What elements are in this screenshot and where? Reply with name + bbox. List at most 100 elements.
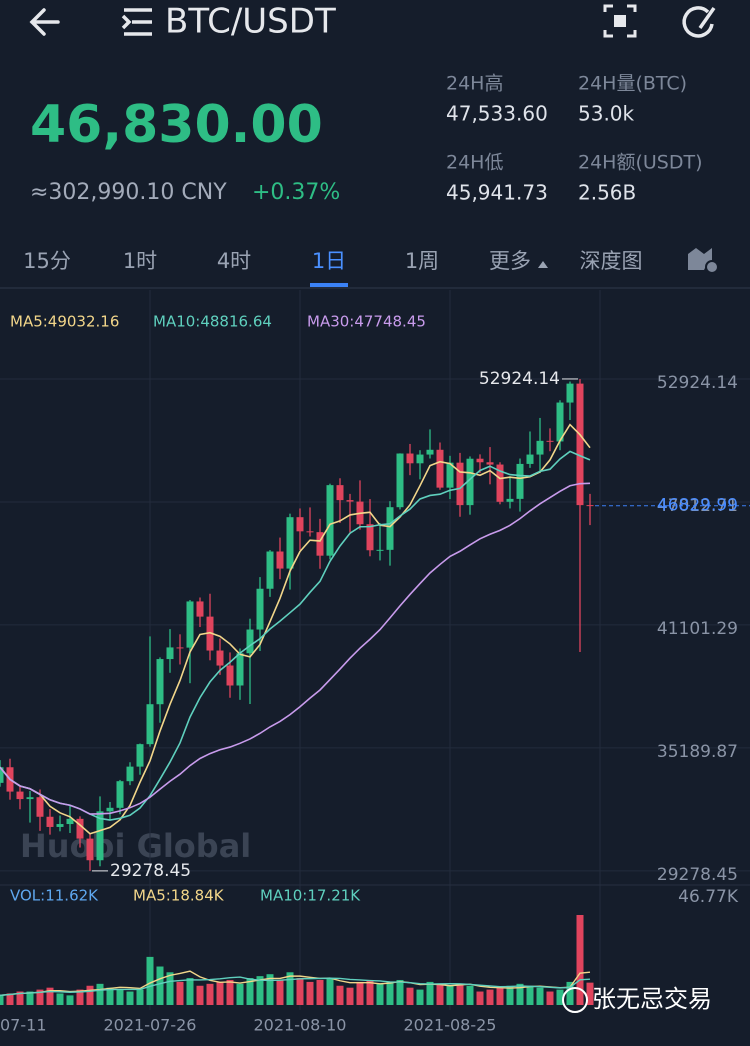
candle-body: [576, 383, 584, 506]
candle-body: [536, 440, 544, 455]
settings-icon[interactable]: [688, 248, 719, 274]
tab[interactable]: 15分: [23, 249, 71, 273]
candle-body: [516, 463, 524, 499]
candle-body: [446, 462, 454, 488]
volume-bar: [86, 985, 94, 1005]
volume-bar: [116, 989, 124, 1005]
ma-legend: MA30:47748.45: [307, 313, 426, 331]
fullscreen-icon[interactable]: [603, 4, 637, 38]
candle-body: [0, 767, 4, 783]
candle-body: [326, 485, 334, 556]
volume-bar: [526, 985, 534, 1005]
volume-bar: [326, 978, 334, 1005]
candle-body: [146, 704, 154, 745]
y-tick-label: 47012.71: [657, 496, 738, 516]
volume-bar: [196, 985, 204, 1005]
candle-body: [256, 588, 264, 630]
volume-bar: [16, 991, 24, 1005]
candle-body: [106, 807, 114, 812]
tab[interactable]: 1周: [405, 249, 439, 273]
volume-bar: [296, 978, 304, 1005]
candle-body: [416, 454, 424, 464]
pair-title: BTC/USDT: [165, 2, 336, 42]
volume-bar: [66, 995, 74, 1005]
volume-max-label: 46.77K: [678, 887, 739, 907]
volume-bar: [46, 987, 54, 1005]
x-tick-label: 2021-08-10: [254, 1016, 347, 1035]
candle-body: [376, 549, 384, 551]
back-button[interactable]: [29, 8, 60, 36]
candle-body: [556, 402, 564, 442]
volume-bar: [146, 956, 154, 1005]
volume-bar: [26, 991, 34, 1005]
tab[interactable]: 1日: [312, 249, 346, 273]
candle-body: [46, 816, 54, 827]
stat-value: 47,533.60: [446, 102, 548, 126]
stat-value: 2.56B: [578, 181, 636, 205]
volume-bar: [156, 966, 164, 1005]
ma-line: [0, 423, 591, 835]
volume-bar: [246, 978, 254, 1005]
tab[interactable]: 4时: [217, 249, 251, 273]
candle-body: [116, 781, 124, 808]
candle-body: [266, 551, 274, 589]
tabs: 15分 1时 4时 1日 1周 更多 深度图: [23, 249, 643, 287]
candle-body: [276, 551, 284, 569]
volume-legend: MA10:17.21K: [260, 887, 361, 905]
volume-legend: VOL:11.62K: [10, 887, 99, 905]
candle-body: [286, 517, 294, 569]
candle-body: [496, 464, 504, 502]
candle-body: [316, 532, 324, 556]
candle-body: [176, 647, 184, 649]
volume-bar: [166, 972, 174, 1005]
volume-bar: [186, 978, 194, 1005]
price-change: +0.37%: [252, 180, 340, 205]
volume-bar: [76, 989, 84, 1005]
candle-body: [386, 507, 394, 550]
volume-bar: [536, 987, 544, 1005]
stat-label: 24H额(USDT): [578, 152, 703, 174]
volume-legend: MA5:18.84K: [133, 887, 225, 905]
stat-value: 45,941.73: [446, 181, 548, 205]
volume-bar: [286, 972, 294, 1005]
author-watermark: 张无忌交易: [592, 985, 712, 1013]
volume-bar: [266, 974, 274, 1005]
cny-price: ≈302,990.10 CNY: [30, 180, 227, 205]
candle-body: [396, 453, 404, 508]
volume-bar: [36, 989, 44, 1005]
candle-body: [486, 462, 494, 465]
volume-bar: [216, 981, 224, 1005]
stat-value: 53.0k: [578, 102, 635, 126]
candle-body: [76, 818, 84, 839]
candle-body: [66, 818, 74, 825]
volume-bar: [446, 985, 454, 1005]
tab[interactable]: 1时: [123, 249, 157, 273]
candle-body: [346, 500, 354, 502]
candle-body: [186, 601, 194, 648]
volume-bar: [126, 991, 134, 1005]
candle-body: [406, 453, 414, 464]
volume-bar: [136, 989, 144, 1005]
volume-bar: [416, 989, 424, 1005]
volume-bar: [406, 987, 414, 1005]
volume-bar: [176, 981, 184, 1005]
menu-icon[interactable]: [121, 8, 152, 36]
volume-bar: [96, 983, 104, 1005]
volume-ma-line: [0, 976, 591, 997]
volume-bar: [546, 991, 554, 1005]
stat-label: 24H低: [446, 152, 503, 174]
refresh-icon[interactable]: [682, 6, 716, 38]
candle-body: [586, 505, 594, 507]
x-tick-label: 2021-08-25: [404, 1016, 497, 1035]
candle-body: [546, 440, 554, 442]
tab[interactable]: 更多: [489, 249, 531, 273]
volume-bar: [236, 983, 244, 1005]
volume-bar: [106, 987, 114, 1005]
volume-bar: [496, 987, 504, 1005]
volume-bar: [436, 983, 444, 1005]
tab[interactable]: 深度图: [580, 249, 643, 273]
volume-bar: [56, 993, 64, 1005]
ma-line: [0, 450, 591, 821]
